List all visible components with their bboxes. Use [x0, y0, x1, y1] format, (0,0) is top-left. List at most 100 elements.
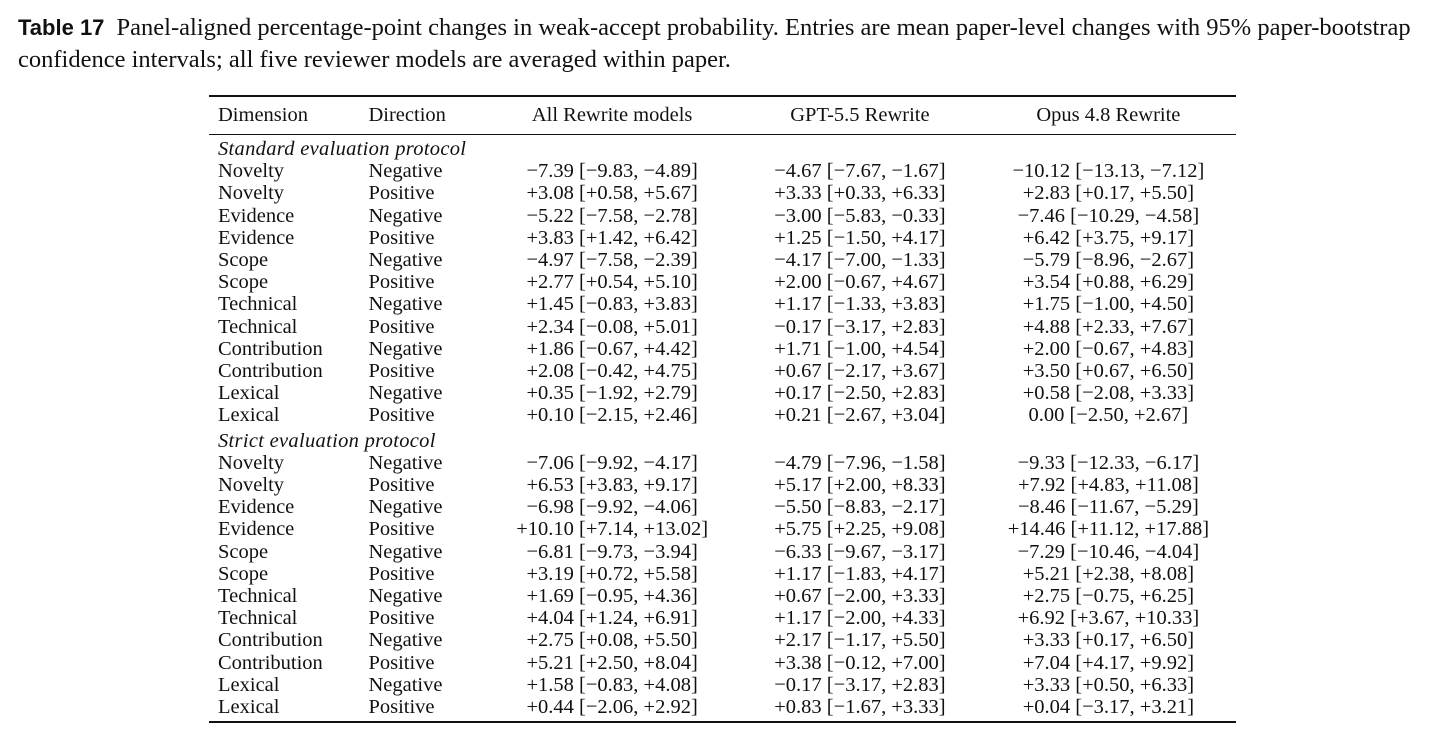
row-all-rewrite-value: +3.19 [+0.72, +5.58] [526, 562, 698, 585]
row-gpt-rewrite-value: +1.71 [−1.00, +4.54] [774, 337, 946, 360]
row-all-rewrite-value: −7.06 [−9.92, −4.17] [526, 451, 698, 474]
row-direction: Positive [368, 315, 435, 338]
row-direction: Negative [368, 451, 443, 474]
row-all-rewrite-value: −7.39 [−9.83, −4.89] [526, 160, 698, 183]
row-opus-rewrite-value: +3.33 [+0.50, +6.33] [1022, 673, 1195, 696]
row-direction: Positive [368, 271, 435, 294]
row-dimension: Scope [218, 540, 269, 563]
row-gpt-rewrite-value: −4.17 [−7.00, −1.33] [774, 249, 946, 272]
section-standard: Standard evaluation protocol Novelty Negat… [209, 135, 1236, 427]
row-all-rewrite-value: +0.35 [−1.92, +2.79] [526, 382, 698, 405]
row-gpt-rewrite-value: −6.33 [−9.67, −3.17] [774, 540, 946, 563]
table-row: Evidence Positive +3.83 [+1.42, +6.42] +1.2… [209, 227, 1236, 249]
row-gpt-rewrite-value: +5.17 [+2.00, +8.33] [774, 474, 946, 497]
table-row: Evidence Negative −5.22 [−7.58, −2.78] −3.0… [209, 205, 1236, 227]
row-dimension: Contribution [218, 629, 323, 652]
table-row: Technical Negative +1.69 [−0.95, +4.36] +0.… [209, 585, 1236, 607]
row-all-rewrite-value: +1.58 [−0.83, +4.08] [526, 673, 698, 696]
row-dimension: Lexical [218, 673, 280, 696]
row-opus-rewrite-value: +6.42 [+3.75, +9.17] [1022, 226, 1195, 249]
table-row: Lexical Negative +0.35 [−1.92, +2.79] +0.17… [209, 382, 1236, 404]
row-gpt-rewrite-value: +1.17 [−2.00, +4.33] [774, 607, 946, 630]
row-opus-rewrite-value: +7.04 [+4.17, +9.92] [1022, 651, 1195, 674]
row-direction: Negative [368, 673, 443, 696]
row-all-rewrite-value: +3.08 [+0.58, +5.67] [526, 182, 698, 205]
table-label: Table 17 [18, 15, 105, 40]
row-opus-rewrite-value: −9.33 [−12.33, −6.17] [1017, 451, 1200, 474]
row-all-rewrite-value: +0.10 [−2.15, +2.46] [526, 404, 698, 427]
row-gpt-rewrite-value: +3.38 [−0.12, +7.00] [774, 651, 946, 674]
section-title-row: Strict evaluation protocol [209, 427, 1236, 452]
row-dimension: Technical [218, 293, 298, 316]
row-direction: Negative [368, 585, 443, 608]
row-direction: Positive [368, 562, 435, 585]
table-row: Evidence Positive +10.10 [+7.14, +13.02] +5… [209, 518, 1236, 540]
row-all-rewrite-value: +2.34 [−0.08, +5.01] [526, 315, 698, 338]
row-all-rewrite-value: +2.75 [+0.08, +5.50] [526, 629, 698, 652]
row-gpt-rewrite-value: −4.67 [−7.67, −1.67] [774, 160, 946, 183]
row-all-rewrite-value: +1.86 [−0.67, +4.42] [526, 337, 698, 360]
row-dimension: Contribution [218, 360, 323, 383]
row-direction: Positive [368, 360, 435, 383]
row-opus-rewrite-value: +3.54 [+0.88, +6.29] [1022, 271, 1195, 294]
row-opus-rewrite-value: −7.29 [−10.46, −4.04] [1017, 540, 1200, 563]
table-row: Lexical Positive +0.10 [−2.15, +2.46] +0.21… [209, 404, 1236, 426]
row-gpt-rewrite-value: +0.83 [−1.67, +3.33] [739, 696, 981, 724]
row-gpt-rewrite-value: +3.33 [+0.33, +6.33] [774, 182, 946, 205]
table-row: Scope Negative −6.81 [−9.73, −3.94] −6.33 [… [209, 541, 1236, 563]
row-opus-rewrite-value: −7.46 [−10.29, −4.58] [1017, 204, 1200, 227]
section-strict: Strict evaluation protocol Novelty Negativ… [209, 427, 1236, 724]
row-gpt-rewrite-value: −0.17 [−3.17, +2.83] [774, 673, 946, 696]
results-table: Dimension Direction All Rewrite models G… [209, 95, 1236, 724]
row-direction: Negative [368, 204, 443, 227]
row-dimension: Evidence [218, 204, 295, 227]
row-dimension: Novelty [218, 182, 285, 205]
row-opus-rewrite-value: +3.33 [+0.17, +6.50] [1022, 629, 1195, 652]
row-opus-rewrite-value: 0.00 [−2.50, +2.67] [1028, 404, 1189, 427]
row-opus-rewrite-value: +0.04 [−3.17, +3.21] [980, 696, 1236, 724]
header-direction: Direction [368, 95, 486, 135]
row-direction: Positive [368, 607, 435, 630]
row-opus-rewrite-value: +7.92 [+4.83, +11.08] [1017, 474, 1199, 497]
row-direction: Positive [368, 474, 435, 497]
row-gpt-rewrite-value: +0.67 [−2.17, +3.67] [774, 360, 946, 383]
row-all-rewrite-value: +3.83 [+1.42, +6.42] [526, 226, 698, 249]
row-opus-rewrite-value: +5.21 [+2.38, +8.08] [1022, 562, 1195, 585]
row-dimension: Lexical [209, 696, 369, 724]
table-row: Novelty Positive +6.53 [+3.83, +9.17] +5.17… [209, 474, 1236, 496]
section-title: Strict evaluation protocol [218, 429, 436, 452]
section-title-row: Standard evaluation protocol [209, 135, 1236, 161]
row-opus-rewrite-value: +14.46 [+11.12, +17.88] [1007, 518, 1210, 541]
row-direction: Negative [368, 293, 443, 316]
row-opus-rewrite-value: −10.12 [−13.13, −7.12] [1012, 160, 1205, 183]
row-dimension: Technical [218, 607, 298, 630]
row-direction: Positive [368, 182, 435, 205]
header-dimension: Dimension [209, 95, 369, 135]
table-row: Evidence Negative −6.98 [−9.92, −4.06] −5.5… [209, 496, 1236, 518]
table-row: Novelty Negative −7.39 [−9.83, −4.89] −4.67… [209, 160, 1236, 182]
results-table-container: Dimension Direction All Rewrite models G… [209, 95, 1236, 724]
row-opus-rewrite-value: +2.00 [−0.67, +4.83] [1022, 337, 1195, 360]
row-direction: Positive [368, 226, 435, 249]
row-direction: Positive [368, 518, 435, 541]
row-direction: Positive [368, 404, 435, 427]
table-row: Scope Negative −4.97 [−7.58, −2.39] −4.17 [… [209, 249, 1236, 271]
row-gpt-rewrite-value: +0.21 [−2.67, +3.04] [774, 404, 946, 427]
table-row: Scope Positive +2.77 [+0.54, +5.10] +2.00 [… [209, 271, 1236, 293]
row-all-rewrite-value: +10.10 [+7.14, +13.02] [516, 518, 709, 541]
table-row: Novelty Negative −7.06 [−9.92, −4.17] −4.79… [209, 452, 1236, 474]
table-row: Technical Positive +2.34 [−0.08, +5.01] −0.… [209, 316, 1236, 338]
row-direction: Negative [368, 382, 443, 405]
row-dimension: Contribution [218, 651, 323, 674]
row-dimension: Scope [218, 271, 269, 294]
row-dimension: Scope [218, 562, 269, 585]
row-all-rewrite-value: +6.53 [+3.83, +9.17] [526, 474, 698, 497]
row-opus-rewrite-value: +6.92 [+3.67, +10.33] [1017, 607, 1200, 630]
row-dimension: Scope [218, 249, 269, 272]
row-opus-rewrite-value: +2.75 [−0.75, +6.25] [1022, 585, 1195, 608]
table-row: Contribution Positive +5.21 [+2.50, +8.04]… [209, 652, 1236, 674]
row-dimension: Technical [218, 315, 298, 338]
table-header-row: Dimension Direction All Rewrite models G… [209, 95, 1236, 135]
row-gpt-rewrite-value: +0.67 [−2.00, +3.33] [774, 585, 946, 608]
row-all-rewrite-value: +2.77 [+0.54, +5.10] [526, 271, 698, 294]
